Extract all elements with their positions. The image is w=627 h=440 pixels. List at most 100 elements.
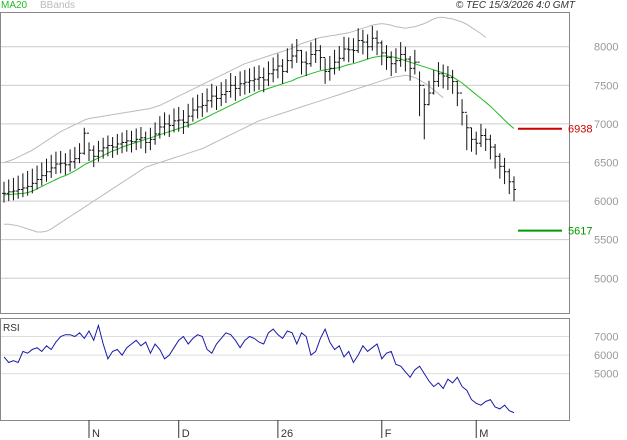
ohlc-bar bbox=[375, 30, 380, 56]
ohlc-bar bbox=[110, 137, 115, 158]
ohlc-bar bbox=[408, 55, 413, 81]
ohlc-bar bbox=[49, 154, 54, 178]
ohlc-bar bbox=[299, 49, 304, 75]
ohlc-bar bbox=[101, 137, 106, 159]
ohlc-bar bbox=[162, 112, 167, 136]
ohlc-bar bbox=[266, 61, 271, 87]
ohlc-bar bbox=[252, 66, 257, 92]
ohlc-bar bbox=[233, 76, 238, 101]
rsi-label: RSI bbox=[3, 323, 20, 334]
price-tick-label: 6000 bbox=[594, 196, 618, 208]
x-tick-label: D bbox=[182, 428, 190, 440]
ohlc-bar bbox=[318, 45, 323, 70]
ohlc-bar bbox=[205, 88, 210, 113]
ohlc-bar bbox=[455, 80, 460, 107]
price-tick-label: 6500 bbox=[594, 158, 618, 170]
ohlc-bar bbox=[134, 128, 139, 151]
bollinger-bands bbox=[3, 16, 487, 233]
ohlc-bar bbox=[483, 128, 488, 151]
price-tick-label: 8000 bbox=[594, 42, 618, 54]
resistance-label: 6938 bbox=[568, 124, 592, 136]
ohlc-bar bbox=[346, 37, 351, 63]
ohlc-bar bbox=[294, 39, 299, 63]
ohlc-bar bbox=[356, 28, 361, 53]
legend-ma20: MA20 bbox=[1, 0, 28, 11]
ohlc-bar bbox=[35, 165, 40, 190]
ohlc-bar bbox=[412, 49, 417, 75]
ohlc-bar bbox=[271, 57, 276, 83]
x-axis: N D 26 F M bbox=[88, 420, 488, 440]
ohlc-bar bbox=[157, 116, 162, 139]
ohlc-bar bbox=[223, 79, 228, 104]
ohlc-bar bbox=[431, 69, 436, 95]
ohlc-bar bbox=[30, 168, 35, 194]
ohlc-bar bbox=[247, 68, 252, 94]
ohlc-bar bbox=[290, 43, 295, 69]
ohlc-bar bbox=[488, 134, 493, 160]
ohlc-bar bbox=[313, 38, 318, 63]
copyright-note: © TEC 15/3/2026 4:0 GMT bbox=[456, 0, 576, 11]
ohlc-bar bbox=[497, 153, 502, 179]
ohlc-bar bbox=[398, 42, 403, 67]
ohlc-bar bbox=[167, 114, 172, 138]
ohlc-bar bbox=[379, 40, 384, 66]
ohlc-bar bbox=[143, 131, 148, 154]
ohlc-bar bbox=[275, 53, 280, 79]
ohlc-bar bbox=[238, 71, 243, 97]
ohlc-bar bbox=[16, 175, 21, 199]
ohlc-bar bbox=[68, 149, 73, 172]
x-tick-label: F bbox=[385, 428, 392, 440]
ohlc-bar bbox=[120, 132, 125, 154]
bollinger-lower-line bbox=[4, 74, 444, 233]
ohlc-bar bbox=[11, 177, 16, 201]
x-tick-label: N bbox=[92, 428, 100, 440]
ohlc-bar bbox=[422, 84, 427, 140]
ohlc-bar bbox=[242, 69, 247, 95]
rsi-panel: 7000 6000 5000 RSI bbox=[0, 318, 618, 421]
ohlc-bar bbox=[450, 69, 455, 94]
ohlc-bar bbox=[153, 122, 158, 145]
ohlc-bar bbox=[138, 126, 143, 149]
ohlc-bar bbox=[417, 61, 422, 117]
bollinger-upper-line bbox=[3, 16, 487, 163]
ohlc-bar bbox=[257, 65, 261, 90]
ohlc-bar bbox=[512, 176, 516, 202]
ohlc-bar bbox=[342, 36, 346, 62]
ohlc-bar bbox=[39, 162, 44, 186]
ohlc-bar bbox=[105, 135, 110, 157]
ohlc-bar bbox=[77, 143, 82, 164]
ohlc-bar bbox=[87, 132, 91, 161]
rsi-tick-label: 6000 bbox=[594, 350, 618, 362]
x-tick-label: M bbox=[479, 428, 488, 440]
rsi-line-layer bbox=[3, 323, 515, 414]
ohlc-bar bbox=[91, 145, 96, 168]
ohlc-bar bbox=[190, 97, 195, 122]
ohlc-bar bbox=[195, 94, 200, 119]
rsi-tick-label: 7000 bbox=[594, 332, 618, 344]
price-tick-label: 7000 bbox=[594, 119, 618, 131]
ohlc-bar bbox=[25, 170, 30, 196]
ohlc-bar bbox=[351, 38, 356, 63]
price-tick-label: 5500 bbox=[594, 235, 618, 247]
ohlc-bar bbox=[82, 127, 87, 155]
ohlc-bar bbox=[148, 127, 153, 151]
levels: 6938 5617 bbox=[518, 124, 592, 238]
ohlc-bar bbox=[176, 106, 181, 132]
price-panel: 8000 7500 7000 6500 6000 5500 5000 6938 5617 bbox=[0, 12, 618, 314]
ohlc-bar bbox=[393, 48, 398, 73]
ohlc-bar bbox=[6, 179, 11, 202]
ohlc-bar bbox=[507, 168, 512, 195]
ohlc-bar bbox=[478, 123, 483, 148]
ma20-line bbox=[3, 55, 515, 196]
ohlc-bar bbox=[280, 59, 285, 84]
ohlc-bar bbox=[365, 34, 370, 60]
ohlc-bar bbox=[384, 45, 389, 70]
ohlc-bar bbox=[129, 130, 134, 153]
ohlc-bar bbox=[20, 173, 25, 198]
ohlc-bar bbox=[186, 103, 191, 128]
price-tick-label: 7500 bbox=[594, 80, 618, 92]
ohlc-bar bbox=[304, 51, 309, 77]
ohlc-bar bbox=[2, 181, 6, 203]
ohlc-bar bbox=[124, 130, 129, 152]
